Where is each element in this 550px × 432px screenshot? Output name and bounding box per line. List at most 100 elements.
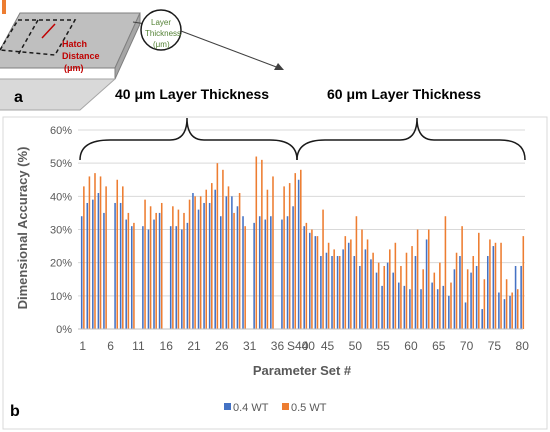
- bar-0-5wt: [467, 269, 469, 329]
- bar-0-5wt: [395, 243, 397, 329]
- bar-0-4wt: [420, 289, 422, 329]
- x-tick-label: 80: [516, 339, 530, 353]
- bar-0-4wt: [504, 299, 506, 329]
- bar-0-5wt: [333, 249, 335, 329]
- x-tick-label: 60: [404, 339, 418, 353]
- panel-a-label: a: [14, 89, 23, 106]
- y-axis-title: Dimensional Accuracy (%): [15, 147, 30, 310]
- bar-0-4wt: [409, 289, 411, 329]
- bar-0-4wt: [198, 210, 200, 329]
- x-tick-label: 40: [302, 339, 316, 353]
- bar-0-5wt: [105, 186, 107, 329]
- bar-0-4wt: [125, 220, 127, 329]
- bar-0-4wt: [237, 206, 239, 329]
- bar-0-4wt: [92, 200, 94, 329]
- x-tick-label: 50: [349, 339, 363, 353]
- bar-0-4wt: [515, 266, 517, 329]
- hatch-distance-label-3: (μm): [64, 63, 84, 73]
- bar-0-5wt: [422, 269, 424, 329]
- bar-0-4wt: [426, 239, 428, 329]
- bar-0-4wt: [86, 203, 88, 329]
- layer-thickness-label-3: (μm): [153, 40, 170, 49]
- bar-0-5wt: [356, 216, 358, 329]
- bar-0-4wt: [381, 286, 383, 329]
- y-tick-labels: 0% 10% 20% 30% 40% 50% 60%: [50, 125, 72, 336]
- bar-0-5wt: [94, 173, 96, 329]
- bar-0-5wt: [261, 160, 263, 329]
- bar-0-5wt: [283, 186, 285, 329]
- bar-0-4wt: [187, 223, 189, 329]
- bar-0-5wt: [183, 213, 185, 329]
- brace-40um: [80, 118, 297, 160]
- x-tick-label: 1: [79, 339, 86, 353]
- bar-0-5wt: [267, 190, 269, 329]
- group-label-40um: 40 μm Layer Thickness: [115, 86, 269, 102]
- bar-0-4wt: [242, 216, 244, 329]
- bar-0-4wt: [181, 230, 183, 330]
- bar-0-5wt: [122, 186, 124, 329]
- bar-0-5wt: [289, 183, 291, 329]
- bar-0-4wt: [470, 273, 472, 329]
- bar-0-4wt: [437, 289, 439, 329]
- bar-0-4wt: [398, 283, 400, 329]
- bar-0-4wt: [214, 190, 216, 329]
- bar-0-5wt: [506, 279, 508, 329]
- zoom-arrow-line: [181, 31, 279, 68]
- bar-0-5wt: [500, 243, 502, 329]
- bar-0-5wt: [511, 293, 513, 329]
- bar-0-4wt: [487, 256, 489, 329]
- bar-0-5wt: [83, 186, 85, 329]
- bar-0-4wt: [331, 256, 333, 329]
- bar-0-5wt: [461, 226, 463, 329]
- y-tick-label: 60%: [50, 125, 72, 137]
- bar-0-4wt: [509, 296, 511, 329]
- bar-0-4wt: [287, 216, 289, 329]
- legend-label-05: 0.5 WT: [291, 402, 327, 414]
- bar-0-4wt: [448, 296, 450, 329]
- bar-0-5wt: [128, 213, 130, 329]
- x-tick-label: 6: [107, 339, 114, 353]
- bar-0-5wt: [211, 183, 213, 329]
- bar-0-4wt: [270, 216, 272, 329]
- y-tick-label: 10%: [50, 291, 72, 303]
- bar-0-4wt: [153, 220, 155, 329]
- bar-0-4wt: [131, 226, 133, 329]
- bar-0-4wt: [387, 263, 389, 329]
- bar-0-4wt: [392, 273, 394, 329]
- bar-0-5wt: [161, 203, 163, 329]
- x-tick-label: 36: [271, 339, 285, 353]
- bar-0-4wt: [365, 249, 367, 329]
- bar-0-4wt: [142, 226, 144, 329]
- bar-0-4wt: [520, 266, 522, 329]
- bar-0-4wt: [192, 193, 194, 329]
- bar-0-4wt: [231, 196, 233, 329]
- hatch-distance-label-2: Distance: [62, 51, 100, 61]
- bar-0-5wt: [89, 176, 91, 329]
- chart-bars: [81, 157, 524, 329]
- bar-0-5wt: [239, 193, 241, 329]
- x-tick-label: 26: [215, 339, 229, 353]
- bar-0-5wt: [484, 279, 486, 329]
- bar-0-5wt: [178, 210, 180, 329]
- legend-swatch-04: [224, 403, 231, 410]
- bar-0-4wt: [298, 180, 300, 329]
- brace-60um: [297, 118, 525, 160]
- bar-0-5wt: [306, 223, 308, 329]
- bar-0-4wt: [309, 233, 311, 329]
- bar-0-5wt: [523, 236, 525, 329]
- bar-0-5wt: [328, 243, 330, 329]
- x-tick-label: 11: [132, 339, 145, 353]
- legend-swatch-05: [282, 403, 289, 410]
- bar-0-5wt: [317, 236, 319, 329]
- bar-0-4wt: [220, 216, 222, 329]
- x-tick-label: 16: [160, 339, 174, 353]
- layer-thickness-label-1: Layer: [151, 18, 171, 27]
- bar-0-5wt: [406, 253, 408, 329]
- bar-0-4wt: [376, 273, 378, 329]
- bar-0-5wt: [172, 206, 174, 329]
- bar-0-4wt: [103, 213, 105, 329]
- bar-0-4wt: [431, 283, 433, 329]
- bar-0-4wt: [342, 249, 344, 329]
- bar-0-5wt: [445, 216, 447, 329]
- bar-0-5wt: [322, 210, 324, 329]
